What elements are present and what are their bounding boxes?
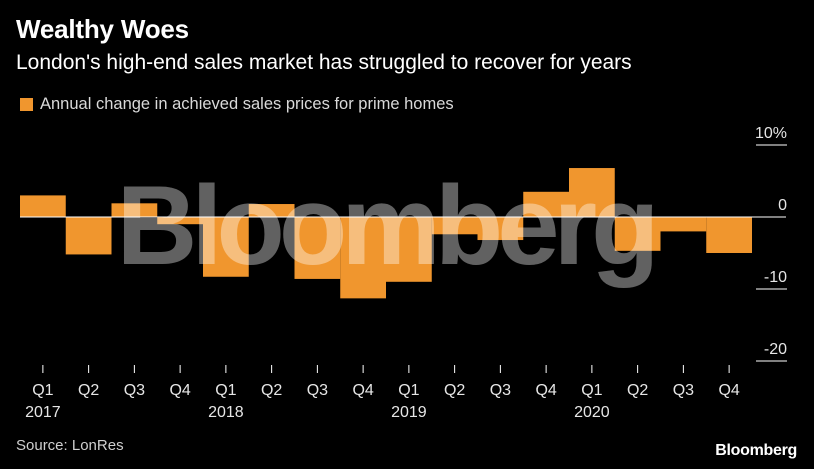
bar-q1-2020 (569, 168, 615, 217)
bar-q3-2017 (111, 203, 158, 217)
bar-q4-2019 (523, 191, 569, 217)
bar-q2-2020 (614, 217, 661, 251)
bar-q3-2020 (660, 217, 707, 232)
x-tick-label-8: Q1 (398, 382, 419, 399)
year-label-1: 2018 (208, 404, 244, 421)
bar-q4-2017 (157, 217, 203, 225)
x-tick-label-11: Q4 (535, 382, 556, 399)
source-note: Source: LonRes (16, 437, 124, 454)
x-tick-label-7: Q4 (352, 382, 373, 399)
bar-q3-2018 (294, 217, 341, 279)
bar-q1-2019 (386, 217, 432, 282)
x-tick-label-5: Q2 (261, 382, 282, 399)
bar-q2-2019 (431, 217, 478, 235)
chart-title: Wealthy Woes (16, 14, 189, 44)
bar-q4-2020 (706, 217, 752, 253)
bar-q1-2018 (203, 217, 249, 277)
brand-logo: Bloomberg (715, 442, 797, 459)
x-tick-label-15: Q4 (718, 382, 739, 399)
y-tick-label-2: -10 (764, 269, 787, 286)
x-tick-label-12: Q1 (581, 382, 602, 399)
bar-q3-2019 (477, 217, 524, 241)
chart-subtitle: London's high-end sales market has strug… (16, 51, 632, 74)
bar-q2-2018 (248, 204, 295, 217)
year-label-0: 2017 (25, 404, 61, 421)
y-tick-label-1: 0 (778, 197, 787, 214)
year-label-3: 2020 (574, 404, 610, 421)
x-tick-label-9: Q2 (444, 382, 465, 399)
x-tick-label-2: Q3 (124, 382, 145, 399)
x-tick-label-13: Q2 (627, 382, 648, 399)
bar-q4-2018 (340, 217, 386, 299)
x-tick-label-4: Q1 (215, 382, 236, 399)
x-tick-label-1: Q2 (78, 382, 99, 399)
year-label-2: 2019 (391, 404, 427, 421)
y-tick-label-3: -20 (764, 341, 787, 358)
y-tick-label-0: 10% (755, 125, 787, 142)
legend-swatch (20, 98, 33, 111)
x-tick-label-14: Q3 (673, 382, 694, 399)
bar-q2-2017 (65, 217, 112, 255)
watermark-text: Bloomberg (116, 163, 653, 288)
x-tick-label-10: Q3 (490, 382, 511, 399)
x-tick-label-3: Q4 (169, 382, 190, 399)
x-tick-label-0: Q1 (32, 382, 53, 399)
legend: Annual change in achieved sales prices f… (20, 95, 454, 114)
bar-q1-2017 (20, 195, 66, 217)
legend-label: Annual change in achieved sales prices f… (40, 95, 454, 113)
x-tick-label-6: Q3 (307, 382, 328, 399)
